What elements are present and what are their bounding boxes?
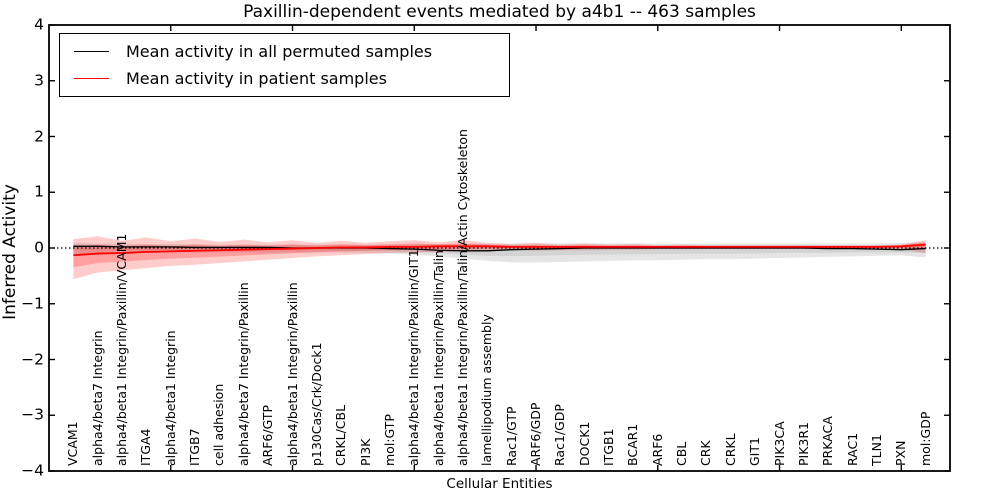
x-tick-label: p130Cas/Crk/Dock1 <box>308 342 324 466</box>
chart-title: Paxillin-dependent events mediated by a4… <box>243 2 756 22</box>
x-tick-label: DOCK1 <box>576 421 592 466</box>
y-tick-label: −1 <box>21 294 44 313</box>
legend-item-permuted: Mean activity in all permuted samples <box>60 42 509 61</box>
x-tick-label: PXN <box>893 440 909 466</box>
x-tick-label: alpha4/beta1 Integrin/Paxillin/VCAM1 <box>114 233 130 466</box>
x-tick-label: mol:GTP <box>381 414 397 466</box>
y-tick-label: −2 <box>21 350 44 369</box>
x-tick-label: ARF6 <box>649 433 665 466</box>
permuted-mean-line <box>73 245 926 252</box>
y-tick-label: −4 <box>21 461 44 480</box>
legend: Mean activity in all permuted samples Me… <box>59 33 510 97</box>
x-tick-label: BCAR1 <box>625 423 641 466</box>
x-tick-label: GIT1 <box>747 437 763 466</box>
x-tick-label: PI3K <box>357 438 373 466</box>
x-tick-label: alpha4/beta7 Integrin/Paxillin <box>235 282 251 466</box>
x-tick-label: CRKL/CBL <box>333 404 349 466</box>
x-tick-label: VCAM1 <box>65 421 81 466</box>
x-tick-label: TLN1 <box>868 434 884 466</box>
x-tick-label: PIK3R1 <box>795 421 811 466</box>
x-tick-label: alpha4/beta7 Integrin <box>89 330 105 466</box>
x-tick-label: RAC1 <box>844 432 860 466</box>
x-tick-label: CRK <box>698 440 714 466</box>
x-tick-label: mol:GDP <box>917 411 933 466</box>
y-tick-label: 0 <box>34 238 44 257</box>
x-tick-label: Rac1/GTP <box>503 406 519 466</box>
x-tick-label: ARF6/GDP <box>528 402 544 466</box>
x-tick-label: alpha4/beta1 Integrin/Paxillin/Talin/Act… <box>454 129 470 466</box>
x-tick-label: alpha4/beta1 Integrin/Paxillin <box>284 282 300 466</box>
legend-item-patient: Mean activity in patient samples <box>60 69 509 88</box>
legend-line-sample-red <box>74 78 109 79</box>
x-tick-label: lamellipodium assembly <box>479 314 495 466</box>
x-tick-label: ITGB7 <box>187 428 203 466</box>
y-axis-label: Inferred Activity <box>0 184 20 320</box>
x-tick-label: ITGB1 <box>601 428 617 466</box>
x-tick-label: CBL <box>674 441 690 466</box>
x-tick-label: ITGA4 <box>138 428 154 466</box>
x-tick-label: CRKL <box>722 433 738 466</box>
legend-label-patient: Mean activity in patient samples <box>126 69 387 88</box>
x-tick-label: ARF6/GTP <box>260 404 276 466</box>
y-tick-label: 1 <box>34 182 44 201</box>
x-tick-label: PIK3CA <box>771 421 787 466</box>
y-tick-label: −3 <box>21 405 44 424</box>
x-tick-label: cell adhesion <box>211 383 227 466</box>
x-tick-label: alpha4/beta1 Integrin <box>162 330 178 466</box>
x-tick-label: alpha4/beta1 Integrin/Paxillin/Talin <box>430 250 446 466</box>
legend-line-sample-black <box>74 51 109 52</box>
x-axis-label: Cellular Entities <box>446 476 553 492</box>
x-tick-label: Rac1/GDP <box>552 404 568 466</box>
x-tick-label: alpha4/beta1 Integrin/Paxillin/GIT1 <box>406 249 422 466</box>
y-tick-label: 4 <box>34 15 44 34</box>
patient-mean-line <box>73 243 926 257</box>
y-tick-label: 3 <box>34 71 44 90</box>
y-tick-label: 2 <box>34 127 44 146</box>
x-tick-label: PRKACA <box>820 416 836 466</box>
legend-label-permuted: Mean activity in all permuted samples <box>126 42 433 61</box>
